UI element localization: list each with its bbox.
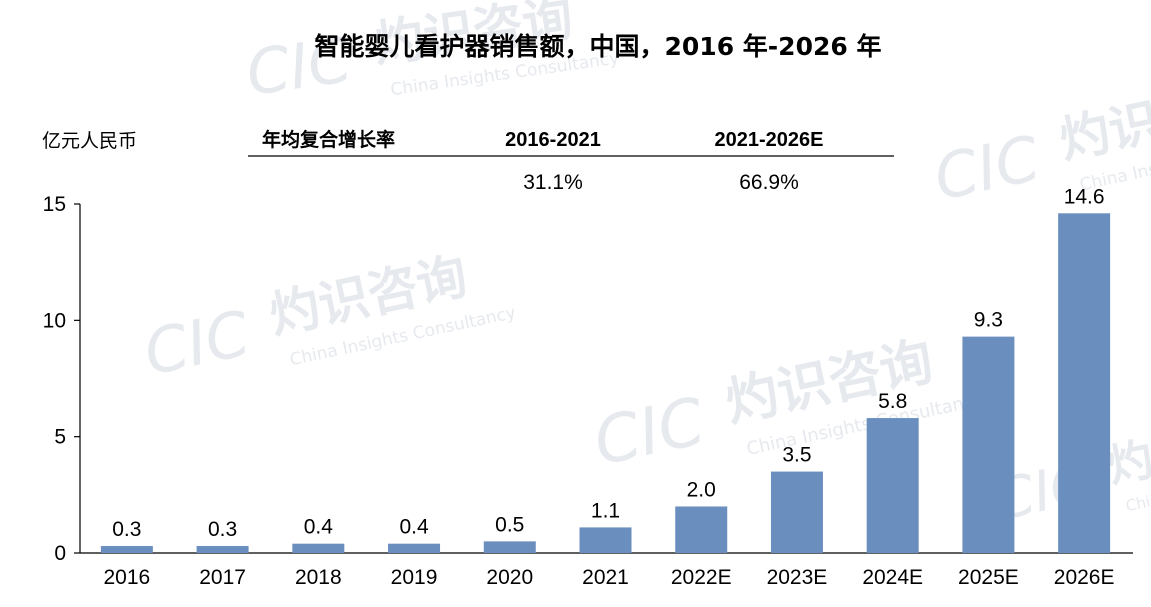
data-label-2023E: 3.5: [782, 444, 811, 467]
bar-2020: [483, 541, 536, 553]
cagr-period-2: 2021-2026E: [715, 129, 824, 151]
y-tick-label: 10: [43, 309, 66, 332]
bar-2018: [292, 543, 345, 553]
x-tick-label-2023E: 2023E: [767, 566, 828, 589]
x-tick-label-2022E: 2022E: [671, 566, 732, 589]
data-label-2018: 0.4: [304, 516, 334, 539]
cagr-value-2: 66.9%: [739, 171, 799, 194]
bar-2021: [579, 527, 632, 553]
y-tick-label: 0: [54, 542, 66, 565]
data-label-2020: 0.5: [495, 513, 524, 536]
data-label-2026E: 14.6: [1064, 185, 1105, 208]
y-tick-label: 15: [43, 193, 66, 216]
x-tick-label-2017: 2017: [199, 566, 246, 589]
y-ticks: 0 5 10 15: [43, 193, 80, 565]
chart-title: 智能婴儿看护器销售额，中国，2016 年-2026 年: [315, 32, 882, 61]
bar-2025E: [962, 336, 1015, 553]
x-tick-label-2020: 2020: [486, 566, 533, 589]
bar-2024E: [866, 418, 919, 553]
bars: [100, 213, 1111, 553]
data-label-2024E: 5.8: [878, 390, 907, 413]
x-tick-label-2025E: 2025E: [958, 566, 1019, 589]
x-tick-label-2018: 2018: [295, 566, 342, 589]
x-ticks: 2016 2017 2018 2019 2020 2021 2022E 2023E 2024E 2…: [104, 566, 1115, 589]
data-label-2025E: 9.3: [974, 309, 1003, 332]
data-label-2019: 0.4: [399, 516, 429, 539]
y-tick-label: 5: [54, 426, 66, 449]
watermark-logo-text: CIC: [242, 23, 357, 110]
bar-2026E: [1058, 213, 1111, 553]
x-tick-label-2019: 2019: [391, 566, 438, 589]
watermark-logo-text: CIC: [138, 296, 256, 389]
cagr-header: 年均复合增长率: [262, 128, 395, 151]
watermark-cn-text: 灼识咨询: [1054, 72, 1151, 170]
watermark-logo-text: CIC: [928, 121, 1046, 214]
data-label-2021: 1.1: [591, 499, 620, 522]
data-label-2022E: 2.0: [687, 478, 716, 501]
y-axis-unit-label: 亿元人民币: [42, 130, 137, 152]
bar-2019: [388, 543, 441, 553]
watermark-logo-text: CIC: [588, 384, 712, 480]
cagr-value-1: 31.1%: [523, 171, 583, 194]
bar-2016: [100, 546, 153, 553]
bar-2017: [196, 546, 249, 553]
bar-2023E: [770, 471, 823, 553]
data-label-2016: 0.3: [112, 518, 141, 541]
bar-2022E: [675, 506, 728, 553]
cagr-period-1: 2016-2021: [505, 129, 601, 151]
data-label-2017: 0.3: [208, 518, 237, 541]
x-tick-label-2016: 2016: [104, 566, 151, 589]
x-tick-label-2024E: 2024E: [862, 566, 923, 589]
x-tick-label-2021: 2021: [582, 566, 629, 589]
x-tick-label-2026E: 2026E: [1054, 566, 1115, 589]
data-labels: 0.3 0.3 0.4 0.4 0.5 1.1 2.0 3.5 5.8 9.3 14.6: [112, 185, 1104, 541]
